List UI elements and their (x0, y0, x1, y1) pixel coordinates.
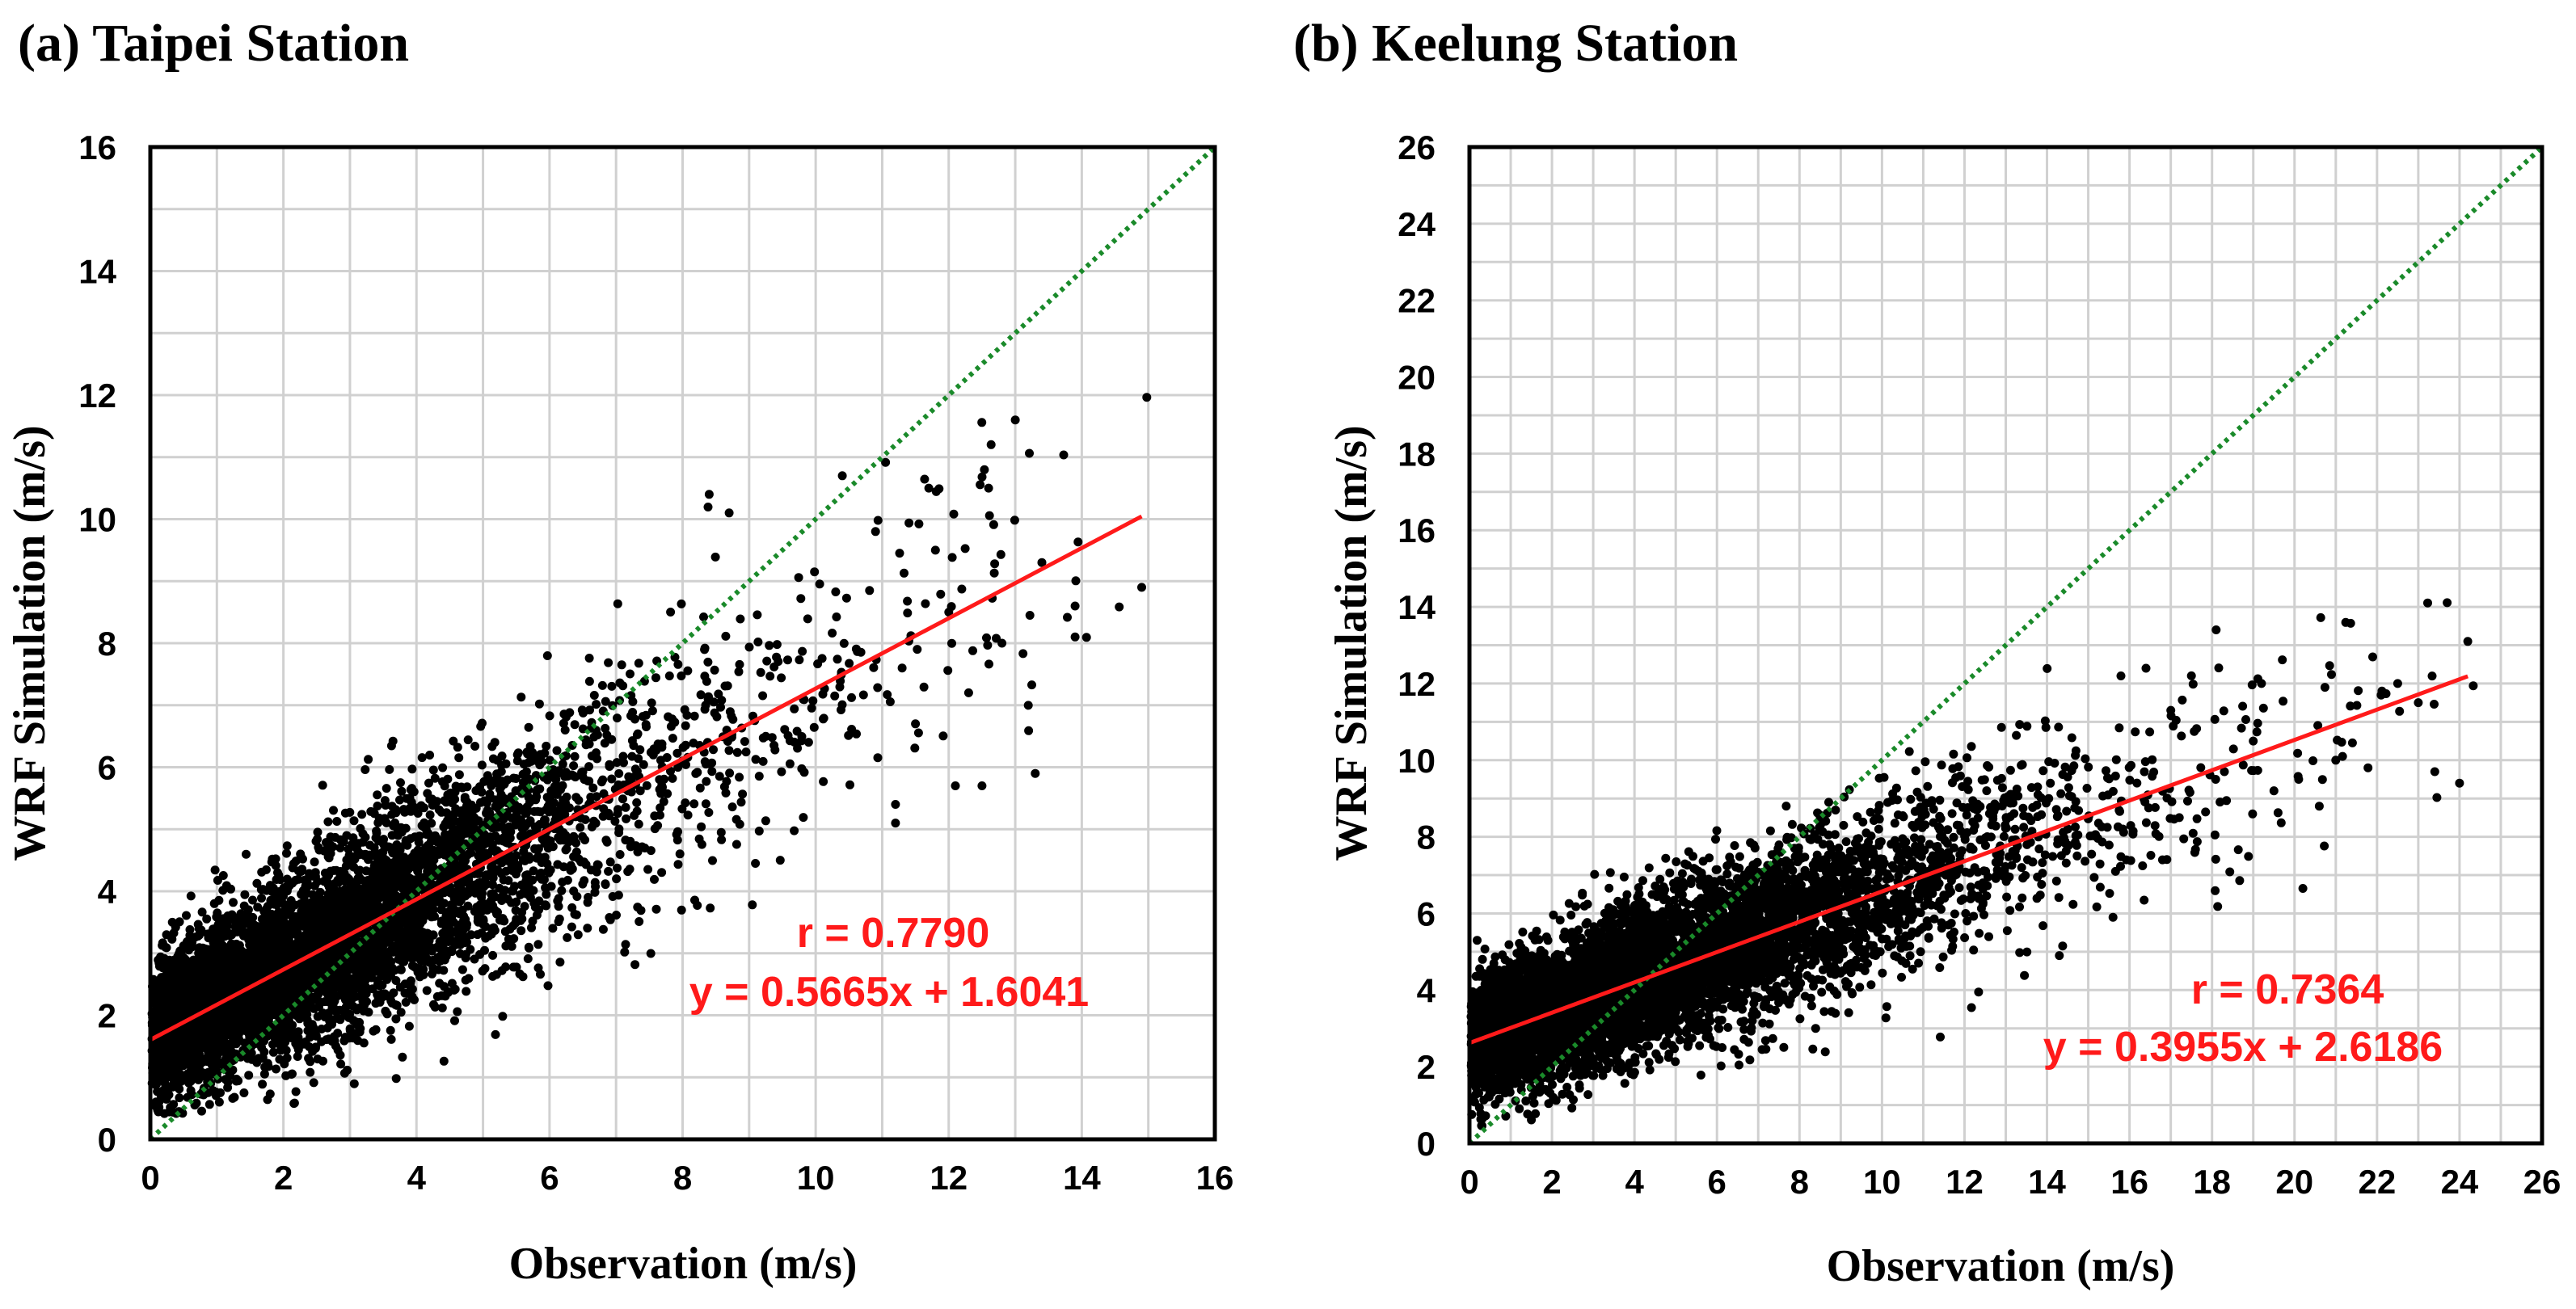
plot-frame-taipei (148, 145, 1217, 1142)
panel-title-taipei: (a) Taipei Station (18, 14, 409, 73)
x-tick-label: 2 (1542, 1163, 1561, 1201)
y-tick-label: 10 (1398, 742, 1436, 780)
plot-frame-keelung (1467, 145, 2544, 1146)
y-tick-label: 6 (1417, 894, 1436, 932)
correlation-label-taipei: r = 0.7790 (797, 910, 990, 957)
x-tick-label: 26 (2523, 1163, 2561, 1201)
x-tick-label: 22 (2358, 1163, 2396, 1201)
x-tick-label: 2 (274, 1159, 293, 1197)
x-tick-label: 0 (1460, 1163, 1478, 1201)
points-keelung (1466, 598, 2478, 1130)
y-tick-label: 10 (78, 501, 116, 539)
regression-line-keelung (1469, 674, 2468, 1046)
x-tick-label: 16 (2110, 1163, 2148, 1201)
panel-taipei: (a) Taipei Station 0 2 4 6 8 10 12 14 16 0 2 4 6 8 10… (5, 14, 1233, 1289)
y-tick-label: 18 (1398, 435, 1436, 473)
y-tick-label: 8 (98, 625, 116, 663)
y-tick-label: 0 (1417, 1125, 1436, 1163)
y-tick-label: 2 (1417, 1048, 1436, 1086)
data-points (147, 393, 1152, 1118)
y-tick-label: 14 (1398, 588, 1436, 626)
x-tick-label: 6 (540, 1159, 559, 1197)
y-tick-label: 4 (1417, 971, 1436, 1009)
points-taipei (147, 393, 1152, 1118)
y-tick-label: 16 (78, 128, 116, 166)
x-tick-label: 0 (141, 1159, 159, 1197)
y-tick-label: 24 (1398, 205, 1436, 243)
x-axis-label-taipei: Observation (m/s) (509, 1239, 858, 1289)
x-tick-label: 16 (1196, 1159, 1234, 1197)
x-tick-label: 24 (2441, 1163, 2479, 1201)
x-tick-label: 12 (1946, 1163, 1984, 1201)
x-tick-label: 14 (2028, 1163, 2066, 1201)
y-tick-label: 12 (78, 377, 116, 415)
equation-label-keelung: y = 0.3955x + 2.6186 (2043, 1024, 2443, 1071)
x-axis-label-keelung: Observation (m/s) (1827, 1241, 2175, 1291)
y-tick-label: 2 (98, 997, 116, 1035)
y-tick-label: 16 (1398, 511, 1436, 549)
x-tick-label: 18 (2193, 1163, 2231, 1201)
y-tick-label: 8 (1417, 819, 1436, 857)
y-tick-label: 6 (98, 749, 116, 787)
y-axis-label-taipei: WRF Simulation (m/s) (5, 425, 55, 861)
x-tick-label: 14 (1063, 1159, 1101, 1197)
identity-line-taipei (148, 145, 1217, 1142)
x-tick-label: 10 (797, 1159, 835, 1197)
y-tick-label: 0 (98, 1121, 116, 1159)
y-tick-label: 26 (1398, 128, 1436, 166)
correlation-label-keelung: r = 0.7364 (2191, 966, 2384, 1013)
y-tick-label: 4 (98, 873, 117, 911)
y-tick-label: 12 (1398, 665, 1436, 703)
x-tick-label: 20 (2275, 1163, 2313, 1201)
x-tick-label: 10 (1863, 1163, 1901, 1201)
regression-line-taipei (149, 514, 1143, 1042)
y-tick-label: 20 (1398, 359, 1436, 397)
x-tick-label: 8 (1790, 1163, 1809, 1201)
panel-title-keelung: (b) Keelung Station (1293, 14, 1738, 73)
x-ticks-taipei: 0 2 4 6 8 10 12 14 16 (141, 1159, 1233, 1197)
y-ticks-taipei: 0 2 4 6 8 10 12 14 16 (78, 128, 116, 1159)
data-points (1466, 598, 2478, 1130)
y-axis-label-keelung: WRF Simulation (m/s) (1326, 425, 1377, 861)
x-tick-label: 12 (930, 1159, 968, 1197)
y-tick-label: 22 (1398, 282, 1436, 320)
x-tick-label: 8 (673, 1159, 692, 1197)
grid-taipei (150, 147, 1215, 1139)
x-tick-label: 4 (1625, 1163, 1644, 1201)
x-ticks-keelung: 0 2 4 6 8 10 12 14 16 18 20 22 24 26 (1460, 1163, 2561, 1201)
panel-keelung: (b) Keelung Station 0 2 4 6 8 10 12 14 16 18 20 22 2… (1293, 14, 2561, 1291)
x-tick-label: 6 (1708, 1163, 1726, 1201)
x-tick-label: 4 (407, 1159, 427, 1197)
y-tick-label: 14 (78, 253, 116, 291)
equation-label-taipei: y = 0.5665x + 1.6041 (689, 969, 1089, 1016)
